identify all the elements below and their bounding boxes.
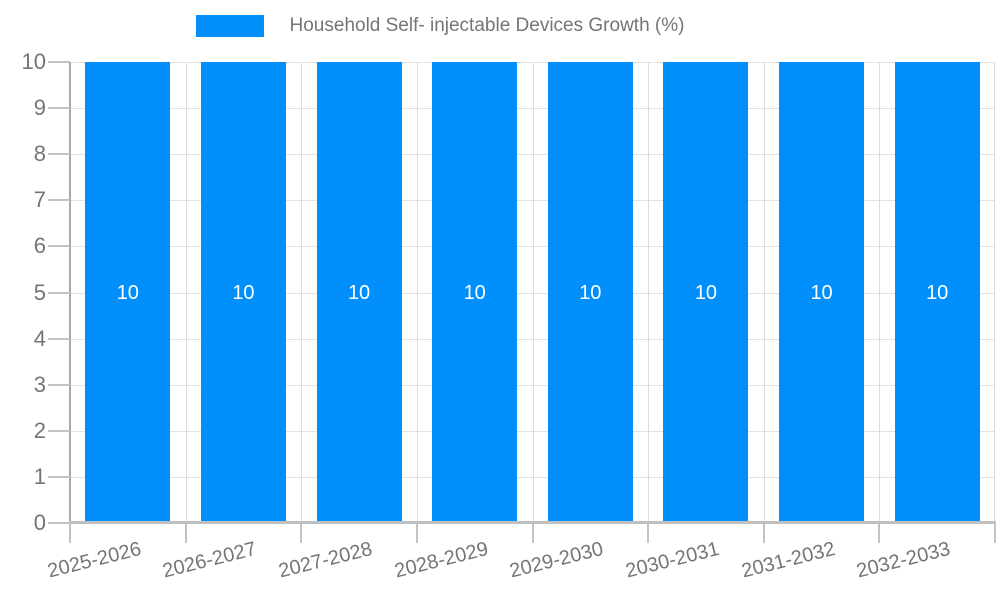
y-tick-mark: [48, 199, 70, 202]
bar-value-label: 10: [926, 281, 949, 304]
x-tick-mark: [415, 523, 418, 543]
bar[interactable]: 10: [200, 62, 286, 523]
y-tick-mark: [48, 245, 70, 248]
legend-label: Household Self- injectable Devices Growt…: [289, 15, 685, 36]
y-tick-label: 6: [33, 233, 46, 259]
y-tick-label: 10: [21, 49, 46, 74]
bar-value-label: 10: [347, 281, 371, 304]
y-tick-mark: [48, 337, 70, 340]
v-gridline: [763, 62, 765, 523]
legend-swatch: [195, 15, 264, 37]
y-tick-mark: [48, 153, 70, 156]
y-tick-label: 5: [33, 279, 46, 305]
y-tick-mark: [48, 291, 70, 294]
plot-area: 10 10 10 10 10 10 10 10: [70, 62, 995, 523]
x-tick-mark: [762, 523, 765, 543]
x-tick-mark: [531, 523, 534, 543]
bar-value-label: 10: [232, 281, 255, 304]
bar-value-label: 10: [579, 281, 602, 304]
bar[interactable]: 10: [85, 62, 171, 523]
bar[interactable]: 10: [663, 62, 749, 523]
v-gridline: [879, 62, 881, 523]
v-gridline: [185, 62, 187, 523]
v-gridline: [648, 62, 650, 523]
v-gridline: [416, 62, 418, 523]
y-tick-mark: [48, 107, 70, 110]
x-tick-mark: [994, 523, 996, 543]
y-tick-label: 0: [33, 510, 46, 535]
x-tick-mark: [647, 523, 650, 543]
y-tick-mark: [48, 61, 70, 63]
bar[interactable]: 10: [779, 62, 865, 523]
y-tick-mark: [48, 429, 70, 432]
bar[interactable]: 10: [547, 62, 633, 523]
y-tick-label: 7: [33, 187, 46, 213]
y-tick-label: 3: [33, 371, 46, 397]
y-tick-mark: [48, 522, 70, 524]
bar[interactable]: 10: [316, 62, 402, 523]
bar-value-label: 10: [694, 281, 718, 304]
x-tick-mark: [184, 523, 187, 543]
y-tick-label: 4: [33, 325, 46, 351]
y-tick-label: 1: [33, 463, 46, 489]
y-tick-mark: [48, 475, 70, 478]
bar[interactable]: 10: [432, 62, 518, 523]
y-tick-mark: [48, 383, 70, 386]
bar-value-label: 10: [463, 281, 486, 304]
x-tick-mark: [300, 523, 303, 543]
x-tick-mark: [69, 523, 71, 543]
v-gridline: [994, 62, 995, 523]
y-tick-label: 9: [33, 95, 46, 121]
y-tick-label: 2: [33, 417, 46, 443]
y-axis-line: [69, 62, 71, 543]
v-gridline: [532, 62, 534, 523]
x-axis-line: [69, 521, 996, 524]
legend-item[interactable]: Household Self- injectable Devices Growt…: [0, 15, 880, 37]
bar[interactable]: 10: [894, 62, 980, 523]
y-tick-label: 8: [33, 141, 46, 167]
v-gridline: [301, 62, 303, 523]
x-tick-mark: [878, 523, 881, 543]
bar-value-label: 10: [116, 281, 139, 304]
bar-value-label: 10: [810, 281, 833, 304]
